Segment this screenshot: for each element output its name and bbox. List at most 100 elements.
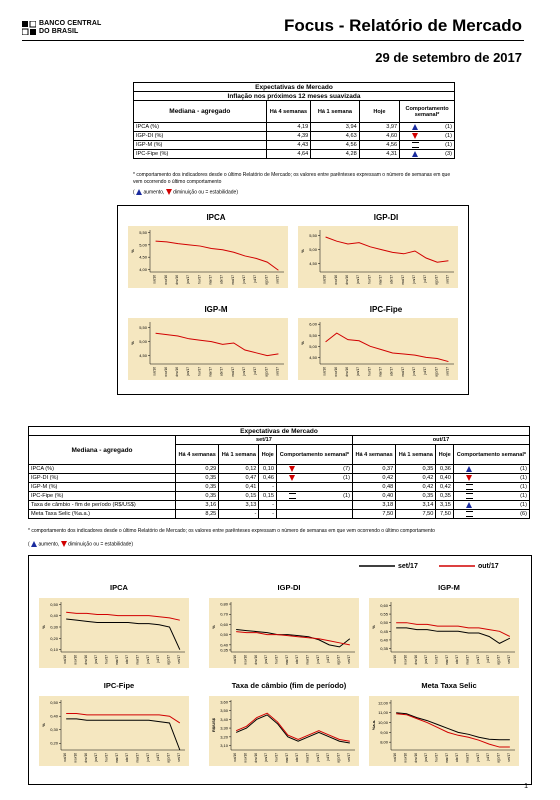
value-today: 4,31 xyxy=(358,149,401,159)
table-row: IPCA (%) 0,29 0,12 0,10 (7) 0,37 0,35 0,36 (1) xyxy=(28,464,531,474)
plot-background xyxy=(298,226,458,288)
x-tick-label: jan/17 xyxy=(424,655,428,665)
x-tick-label: jun/17 xyxy=(316,655,320,665)
x-tick-label: out/16 xyxy=(393,753,397,762)
value-4w: 4,64 xyxy=(265,149,312,159)
series-line-s2 xyxy=(396,622,511,637)
x-tick-label: nov/16 xyxy=(164,275,168,285)
up-arrow-icon xyxy=(465,501,472,508)
equal-icon xyxy=(412,141,420,148)
table2-set-col-today: Hoje xyxy=(258,444,277,465)
x-tick-label: fev/17 xyxy=(197,275,201,284)
x-tick-label: ago/17 xyxy=(434,275,438,285)
value-today: 4,56 xyxy=(358,140,401,150)
bcb-logo: BANCO CENTRAL DO BRASIL xyxy=(22,18,122,40)
y-axis-label: R$/US$ xyxy=(211,717,216,732)
x-tick-label: fev/17 xyxy=(435,655,439,664)
chart-title: IPC-Fipe xyxy=(104,681,134,690)
set-value-today: - xyxy=(258,482,277,492)
up-arrow-icon xyxy=(136,189,143,195)
table1-col-today: Hoje xyxy=(358,100,401,123)
down-arrow-icon xyxy=(60,541,67,547)
out-trend-cell: (1) xyxy=(452,473,531,483)
x-tick-label: abr/17 xyxy=(455,655,459,664)
chart-panel: 6,00 5,50 5,00 4,50% out/16 nov/16 dez/16 jan/1… xyxy=(298,318,458,380)
x-tick-label: abr/17 xyxy=(125,753,129,762)
x-tick-label: jun/17 xyxy=(316,753,320,763)
x-tick-label: jul/17 xyxy=(253,275,257,284)
x-tick-label: mar/17 xyxy=(115,753,119,763)
x-tick-label: mar/17 xyxy=(208,275,212,285)
y-tick-label: 0,35 xyxy=(380,646,389,651)
y-tick-label: 5,00 xyxy=(309,247,318,252)
series-line-s1 xyxy=(236,629,351,648)
y-axis-label: %a.a. xyxy=(371,720,376,730)
trend-count: (1) xyxy=(445,141,452,148)
y-tick-label: 0,45 xyxy=(380,629,389,634)
table1-title: Expectativas de Mercado xyxy=(133,82,455,92)
table2-out-col-4w: Há 4 semanas xyxy=(351,444,397,465)
table2-out-col-today: Hoje xyxy=(435,444,454,465)
y-tick-label: 0,30 xyxy=(50,625,59,630)
table1-col-trend: Comportamento semanal* xyxy=(399,100,455,123)
x-tick-label: abr/17 xyxy=(455,753,459,762)
set-value-4w: 0,35 xyxy=(174,473,220,483)
y-tick-label: 0,50 xyxy=(50,602,59,607)
legend-eq-label: = estabilidade) xyxy=(205,189,239,196)
y-tick-label: 0,10 xyxy=(50,647,59,652)
x-tick-label: out/16 xyxy=(63,655,67,664)
table2-group-set: set/17 xyxy=(175,435,353,445)
out-value-4w: 0,42 xyxy=(351,473,397,483)
plot-background xyxy=(128,226,288,288)
chart-panel: 12,00 11,00 10,00 9,00 8,00 %a.a. out/16 nov/16… xyxy=(369,696,519,766)
y-tick-label: 5,50 xyxy=(309,233,318,238)
inflation-charts: IPCA 5,50 5,00 4,50 4,00% out/16 nov/16 dez/16 j… xyxy=(128,213,458,380)
y-tick-label: 0,80 xyxy=(220,602,229,607)
out-value-4w: 7,50 xyxy=(351,509,397,519)
out-value-1w: 7,50 xyxy=(395,509,437,519)
trend-count: (1) xyxy=(520,483,527,490)
down-arrow-icon xyxy=(288,474,295,481)
y-tick-label: 3,50 xyxy=(220,708,229,713)
equal-icon xyxy=(288,492,296,499)
legend-down-label: diminuição ou xyxy=(68,541,99,548)
y-tick-label: 5,00 xyxy=(139,242,148,247)
table-row: Taxa de câmbio - fim de período (R$/US$)… xyxy=(28,500,531,510)
out-trend-cell: (1) xyxy=(452,464,531,474)
y-tick-label: 4,00 xyxy=(139,267,148,272)
x-tick-label: mai/17 xyxy=(466,753,470,763)
out-value-1w: 0,35 xyxy=(395,491,437,501)
x-tick-label: set/17 xyxy=(177,753,181,762)
x-tick-label: nov/16 xyxy=(164,367,168,377)
x-tick-label: mai/17 xyxy=(466,655,470,665)
set-value-1w: 0,12 xyxy=(218,464,260,474)
y-tick-label: 9,00 xyxy=(380,730,389,735)
x-tick-label: set/17 xyxy=(445,275,449,284)
y-tick-label: 0,60 xyxy=(380,603,389,608)
out-value-today: 7,50 xyxy=(435,509,454,519)
out-value-1w: 0,42 xyxy=(395,482,437,492)
down-arrow-icon xyxy=(412,132,419,139)
chart-panel: 0,80 0,70 0,60 0,50 0,400,35% out/16 nov/16 dez… xyxy=(209,598,359,668)
x-tick-label: set/17 xyxy=(445,367,449,376)
x-tick-label: jun/17 xyxy=(242,367,246,377)
out-value-today: 0,42 xyxy=(435,482,454,492)
chart-title: Meta Taxa Selic xyxy=(421,681,476,690)
x-tick-label: nov/16 xyxy=(334,367,338,377)
logo-line2: DO BRASIL xyxy=(39,28,79,35)
table-row: IGP-M (%) 0,35 0,41-0,48 0,42 0,42 (1) xyxy=(28,482,531,492)
y-tick-label: 0,40 xyxy=(50,613,59,618)
row-label: IGP-DI (%) xyxy=(28,473,176,483)
value-1w: 3,94 xyxy=(310,122,360,132)
y-tick-label: 3,60 xyxy=(220,699,229,704)
x-tick-label: jun/17 xyxy=(476,655,480,665)
x-tick-label: abr/17 xyxy=(295,753,299,762)
x-tick-label: mar/17 xyxy=(445,753,449,763)
inflation-12m-table: Expectativas de Mercado Inflação nos pró… xyxy=(133,82,455,159)
up-arrow-icon xyxy=(31,541,38,547)
x-tick-label: out/16 xyxy=(323,275,327,284)
legend-down-label: diminuição ou xyxy=(173,189,204,196)
table2-col-label: Mediana - agregado xyxy=(28,435,176,465)
x-tick-label: jun/17 xyxy=(476,753,480,763)
table1-col-1w: Há 1 semana xyxy=(310,100,360,123)
